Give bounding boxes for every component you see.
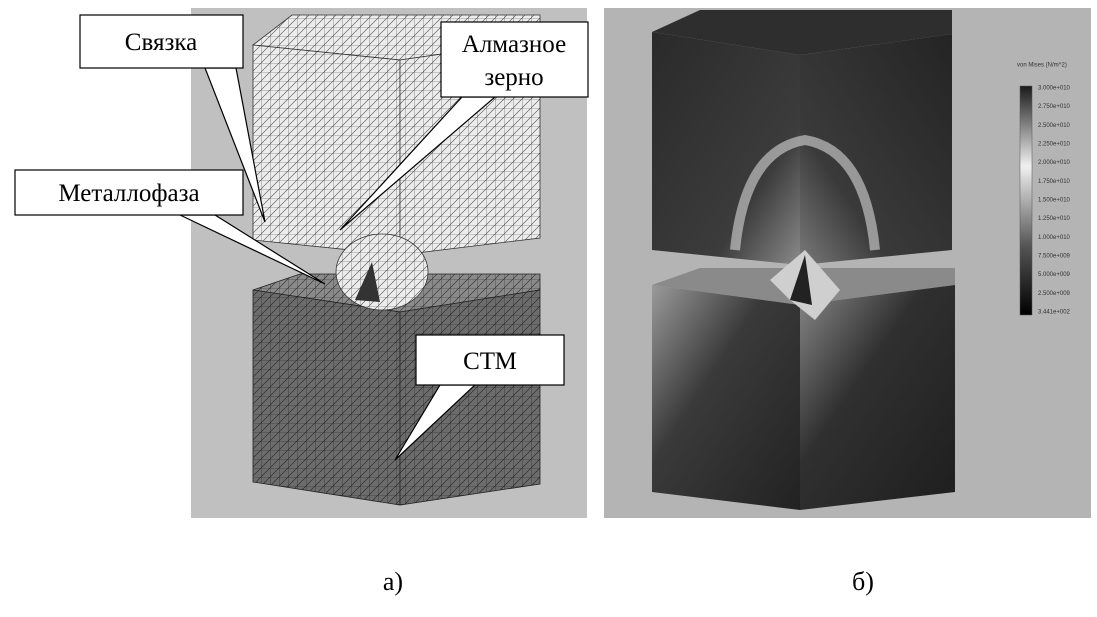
- caption: б): [852, 567, 874, 596]
- callout-label: зерно: [484, 64, 543, 91]
- legend-label: 1.750e+010: [1038, 179, 1071, 185]
- legend-label: 7.500e+009: [1038, 254, 1071, 260]
- panel-b: von Mises (N/m^2) 3.000e+010 2.750e+010 2.…: [604, 8, 1091, 596]
- legend-label: 2.500e+010: [1038, 123, 1071, 129]
- legend-label: 1.500e+010: [1038, 198, 1071, 204]
- callout-label: Металлофаза: [58, 180, 199, 207]
- legend-label: 3.000e+010: [1038, 86, 1071, 92]
- stress-bottom-right: [800, 285, 955, 510]
- legend-colorbar: [1020, 86, 1032, 315]
- bottom-block-right: [400, 290, 540, 505]
- callout-label: СТМ: [463, 348, 517, 375]
- legend-title: von Mises (N/m^2): [1017, 63, 1067, 69]
- legend-label: 5.000e+009: [1038, 272, 1071, 278]
- legend-label: 1.250e+010: [1038, 216, 1071, 222]
- legend-label: 3.441e+002: [1038, 310, 1071, 316]
- legend-label: 2.500e+009: [1038, 291, 1071, 297]
- legend-label: 2.250e+010: [1038, 142, 1071, 148]
- bottom-block-left: [253, 290, 400, 505]
- legend-label: 2.750e+010: [1038, 104, 1071, 110]
- legend-label: 1.000e+010: [1038, 235, 1071, 241]
- caption: а): [383, 567, 403, 596]
- legend-label: 2.000e+010: [1038, 160, 1071, 166]
- figure: Связка Алмазное зерно Металлофаза СТМ а): [0, 0, 1097, 617]
- panel-a: Связка Алмазное зерно Металлофаза СТМ а): [15, 8, 588, 596]
- callout-label: Алмазное: [462, 31, 566, 58]
- stress-bottom-left: [652, 285, 800, 510]
- diamond-grain: [336, 234, 428, 310]
- top-block-left: [253, 45, 400, 255]
- callout-label: Связка: [125, 29, 197, 56]
